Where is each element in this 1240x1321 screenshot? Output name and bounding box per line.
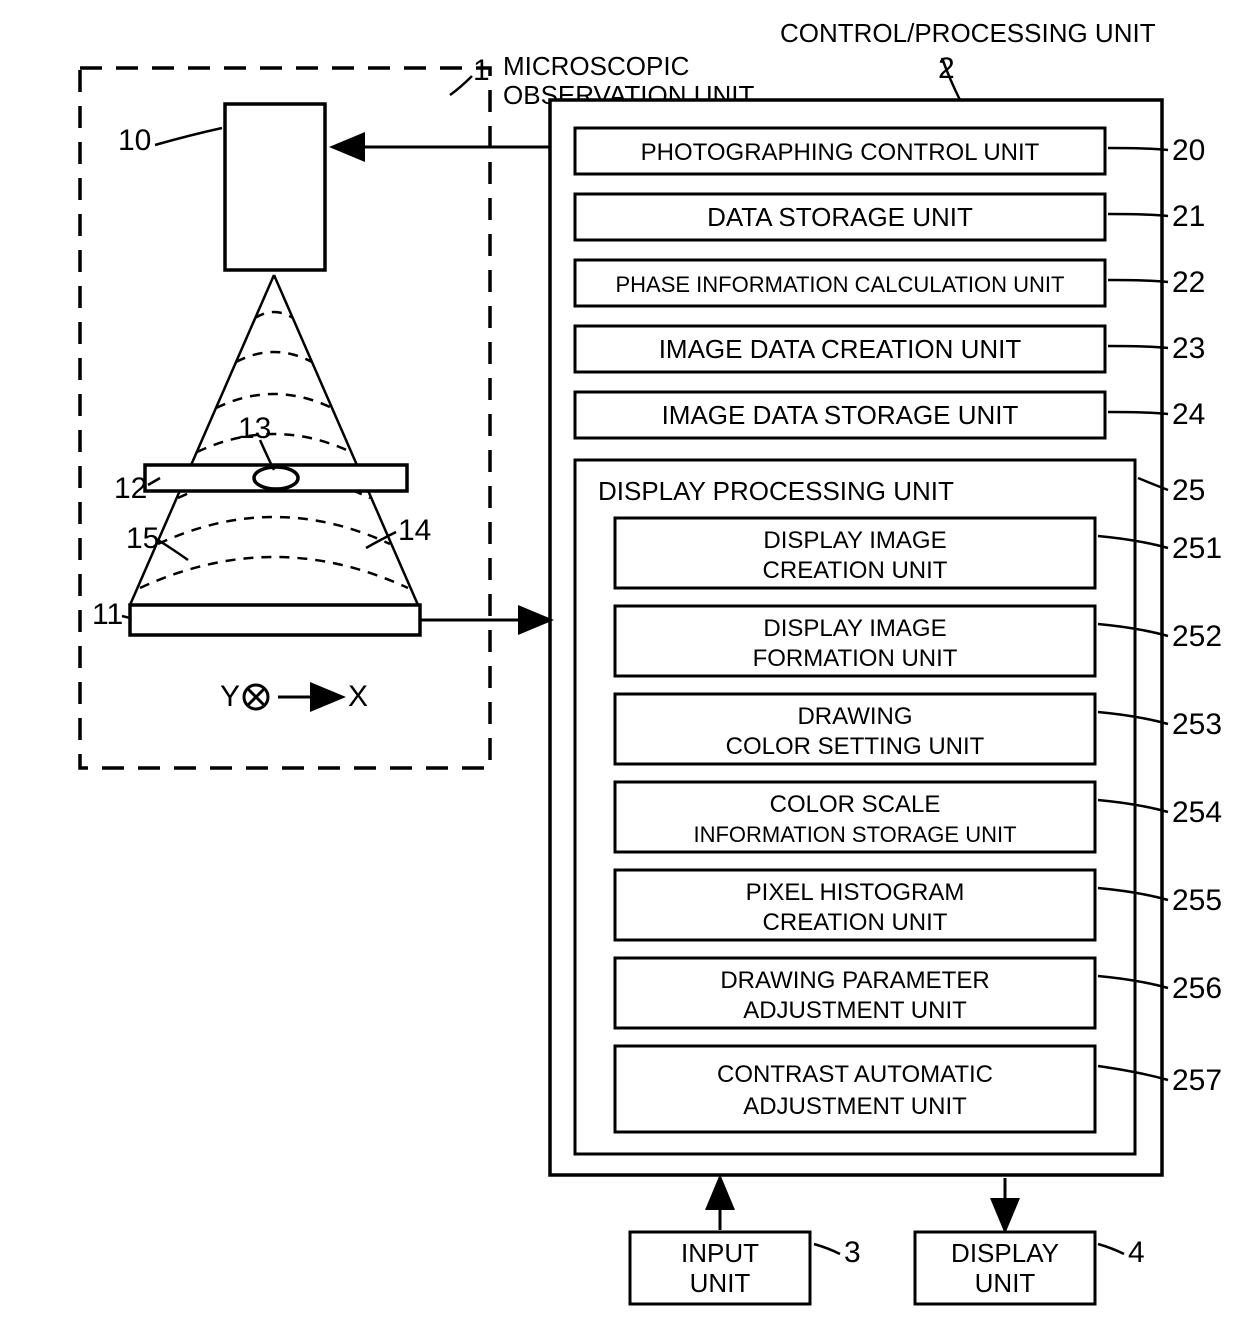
sample — [254, 467, 298, 489]
block-20-label: PHOTOGRAPHING CONTROL UNIT — [641, 139, 1040, 166]
label-23: 23 — [1172, 332, 1205, 365]
diagram-canvas: 1 MICROSCOPIC OBSERVATION UNIT CONTROL/P… — [0, 0, 1240, 1321]
block-251-b: CREATION UNIT — [763, 557, 948, 584]
label-254: 254 — [1172, 796, 1222, 829]
label-1-leader — [450, 76, 472, 95]
block-22-label: PHASE INFORMATION CALCULATION UNIT — [615, 272, 1064, 297]
block-252-b: FORMATION UNIT — [753, 645, 958, 672]
illumination-block — [130, 605, 420, 635]
block-255-b: CREATION UNIT — [763, 909, 948, 936]
label-15: 15 — [126, 522, 159, 555]
block-252-a: DISPLAY IMAGE — [763, 615, 946, 642]
display-unit-b: UNIT — [975, 1268, 1036, 1298]
label-256: 256 — [1172, 972, 1222, 1005]
block-256-a: DRAWING PARAMETER — [720, 967, 989, 994]
block-251-a: DISPLAY IMAGE — [763, 527, 946, 554]
label-14: 14 — [398, 514, 431, 547]
axis-x: X — [348, 680, 368, 713]
label-24: 24 — [1172, 398, 1205, 431]
label-255: 255 — [1172, 884, 1222, 917]
block-256-b: ADJUSTMENT UNIT — [743, 997, 967, 1024]
block-24-label: IMAGE DATA STORAGE UNIT — [662, 400, 1019, 430]
block-254-a: COLOR SCALE — [770, 791, 941, 818]
axis-y: Y — [220, 680, 240, 713]
arc-7 — [140, 557, 408, 588]
arc-4 — [197, 434, 351, 452]
label-21: 21 — [1172, 200, 1205, 233]
cone-right — [274, 275, 418, 605]
input-unit-a: INPUT — [681, 1238, 759, 1268]
label-1-number: 1 — [473, 54, 490, 87]
label-25: 25 — [1172, 474, 1205, 507]
block-21-label: DATA STORAGE UNIT — [707, 202, 973, 232]
block-257-a: CONTRAST AUTOMATIC — [717, 1061, 993, 1088]
label-252: 252 — [1172, 620, 1222, 653]
label-13: 13 — [238, 412, 271, 445]
display-unit-block: DISPLAY UNIT 4 — [915, 1232, 1145, 1304]
label-4: 4 — [1128, 1236, 1145, 1269]
label-251: 251 — [1172, 532, 1222, 565]
arc-3 — [216, 394, 332, 408]
label-20: 20 — [1172, 134, 1205, 167]
block-254-b: INFORMATION STORAGE UNIT — [693, 822, 1016, 847]
arc-2 — [236, 352, 312, 362]
block-23-label: IMAGE DATA CREATION UNIT — [659, 334, 1022, 364]
block-25-label: DISPLAY PROCESSING UNIT — [598, 476, 954, 506]
label-10-leader — [155, 128, 222, 145]
input-unit-b: UNIT — [690, 1268, 751, 1298]
block-253-b: COLOR SETTING UNIT — [726, 733, 985, 760]
block-253-a: DRAWING — [797, 703, 912, 730]
camera-block — [225, 104, 325, 270]
input-unit-block: INPUT UNIT 3 — [630, 1232, 861, 1304]
display-unit-a: DISPLAY — [951, 1238, 1059, 1268]
label-253: 253 — [1172, 708, 1222, 741]
arc-6 — [158, 517, 390, 544]
label-microscopic-l1: MICROSCOPIC — [503, 51, 689, 81]
label-22: 22 — [1172, 266, 1205, 299]
label-11: 11 — [92, 598, 123, 631]
arc-1 — [255, 312, 293, 318]
label-3: 3 — [844, 1236, 861, 1269]
label-10: 10 — [118, 124, 151, 157]
label-12: 12 — [114, 472, 147, 505]
label-257: 257 — [1172, 1064, 1222, 1097]
label-15-leader — [158, 540, 188, 560]
block-257-b: ADJUSTMENT UNIT — [743, 1093, 967, 1120]
label-control-processing: CONTROL/PROCESSING UNIT — [780, 18, 1156, 48]
block-255-a: PIXEL HISTOGRAM — [746, 879, 965, 906]
